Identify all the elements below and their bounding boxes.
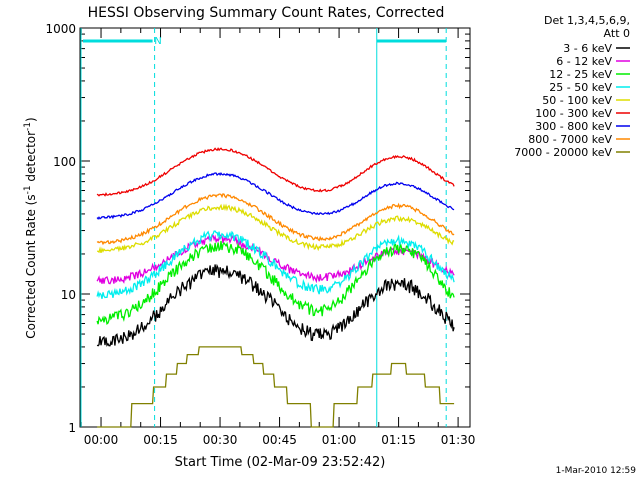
legend-header-line1: Det 1,3,4,5,6,9, [544, 14, 630, 27]
y-tick-label: 1 [68, 421, 76, 435]
plot-border [79, 27, 471, 428]
legend-label: 6 - 12 keV [556, 55, 612, 68]
series-line [96, 203, 455, 254]
x-tick-label: 00:30 [203, 433, 238, 447]
footer-timestamp: 1-Mar-2010 12:59 [556, 466, 637, 476]
x-tick-label: 00:15 [143, 433, 178, 447]
series-line [96, 263, 455, 347]
series-line [96, 193, 455, 246]
x-tick-label: 01:15 [381, 433, 416, 447]
legend-label: 100 - 300 keV [535, 107, 612, 120]
legend-label: 300 - 800 keV [535, 120, 612, 133]
x-tick-label: 01:30 [441, 433, 476, 447]
y-tick-label: 1000 [45, 22, 76, 36]
legend-label: 800 - 7000 keV [528, 133, 612, 146]
x-tick-label: 00:45 [262, 433, 297, 447]
series-line [96, 172, 455, 220]
plot-labels: HESSI Observing Summary Count Rates, Cor… [23, 5, 636, 476]
y-tick-label: 10 [61, 288, 76, 302]
series-line [96, 230, 455, 299]
chart-title: HESSI Observing Summary Count Rates, Cor… [88, 5, 445, 21]
legend-label: 12 - 25 keV [549, 68, 612, 81]
legend-label: 25 - 50 keV [549, 81, 612, 94]
y-tick-label: 100 [53, 155, 76, 169]
legend-header-line2: Att 0 [604, 27, 630, 40]
legend-label: 50 - 100 keV [542, 94, 612, 107]
legend-label: 3 - 6 keV [563, 42, 612, 55]
y-axis-label: Corrected Count Rate (s-1 detector-1) [23, 117, 38, 338]
series-line [96, 240, 455, 325]
plot-frame [79, 27, 471, 428]
series-line [97, 346, 455, 428]
series-line [96, 147, 455, 197]
x-axis-label: Start Time (02-Mar-09 23:52:42) [175, 455, 386, 470]
series-line [96, 234, 455, 285]
x-tick-label: 01:00 [322, 433, 357, 447]
annotation-n: N [154, 36, 161, 47]
x-tick-label: 00:00 [84, 433, 119, 447]
legend-label: 7000 - 20000 keV [514, 146, 612, 159]
plot-data [80, 28, 455, 428]
